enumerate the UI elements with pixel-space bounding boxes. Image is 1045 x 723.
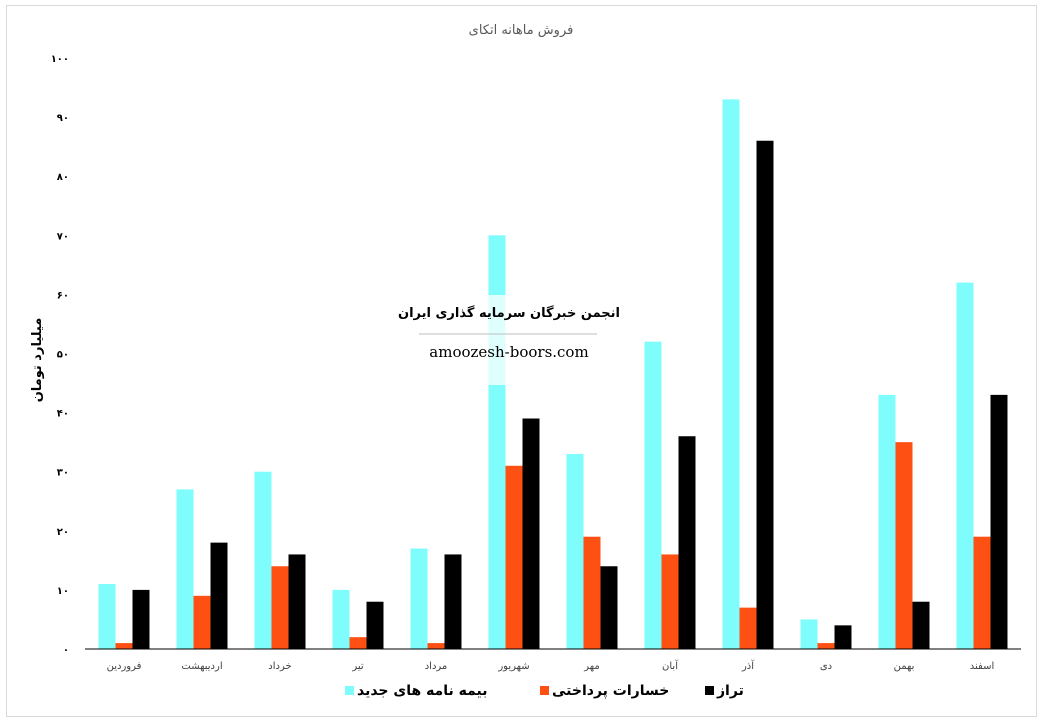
legend-label: خسارات پرداختی (552, 683, 669, 699)
x-category-label: آذر (741, 659, 755, 672)
y-tick-label: ۹۰ (57, 113, 69, 124)
watermark-background (402, 295, 616, 385)
bar (254, 471, 272, 649)
x-axis-categories: فروردین اردیبهشت خرداد تیر مرداد شهریور مهر آبا… (107, 659, 995, 672)
y-tick-label: ۶۰ (57, 290, 69, 301)
x-category-label: فروردین (107, 661, 142, 672)
bar (505, 465, 523, 649)
bar (210, 542, 228, 649)
y-tick-label: ۳۰ (57, 468, 69, 479)
bar (722, 99, 740, 650)
bar (332, 589, 350, 649)
bar (834, 625, 852, 649)
bar (410, 548, 428, 649)
legend: بیمه نامه های جدید خسارات پرداختی تراز (345, 683, 744, 699)
bar (366, 601, 384, 649)
y-tick-label: ۰ (63, 645, 69, 656)
bar (878, 394, 896, 649)
x-category-label: خرداد (268, 661, 291, 672)
bar (756, 140, 774, 650)
y-tick-label: ۲۰ (57, 527, 69, 538)
legend-marker (345, 686, 354, 695)
bar (990, 394, 1008, 649)
watermark-title: انجمن خبرگان سرمایه گذاری ایران (398, 305, 620, 321)
legend-marker (540, 686, 549, 695)
bar (176, 489, 194, 649)
x-category-label: اسفند (970, 661, 994, 672)
x-category-label: تیر (351, 661, 364, 672)
bar (288, 554, 306, 649)
bar (427, 643, 445, 649)
bar (739, 607, 757, 649)
bar (678, 436, 696, 649)
bar (817, 643, 835, 649)
y-tick-label: ۱۰۰ (51, 54, 69, 65)
bar (583, 536, 601, 649)
bar (661, 554, 679, 649)
bar (912, 601, 930, 649)
bar (522, 418, 540, 649)
y-axis-label: میلیارد تومان (30, 318, 45, 403)
bar (271, 566, 289, 649)
y-tick-label: ۱۰ (57, 586, 69, 597)
x-category-label: دی (820, 661, 832, 672)
x-category-label: مرداد (425, 661, 448, 672)
bar (956, 282, 974, 649)
bar (98, 583, 116, 649)
bar (193, 595, 211, 649)
y-tick-label: ۷۰ (57, 231, 69, 242)
bar (895, 442, 913, 649)
bar (349, 637, 367, 649)
bar (566, 453, 584, 649)
x-category-label: شهریور (497, 661, 529, 672)
y-axis-ticks: ۰ ۱۰ ۲۰ ۳۰ ۴۰ ۵۰ ۶۰ ۷۰ ۸۰ ۹۰ ۱۰۰ (51, 54, 69, 656)
x-category-label: آبان (662, 659, 679, 672)
bar (132, 589, 150, 649)
chart-frame: فروش ماهانه اتکای میلیارد تومان ۰ ۱۰ ۲۰ ۳۰ ۴… (6, 5, 1037, 717)
legend-marker (705, 686, 714, 695)
legend-label: تراز (716, 683, 744, 699)
bar (444, 554, 462, 649)
legend-label: بیمه نامه های جدید (357, 683, 487, 699)
y-tick-label: ۴۰ (57, 409, 69, 420)
x-category-label: اردیبهشت (181, 661, 222, 672)
bar (973, 536, 991, 649)
bar-chart: فروش ماهانه اتکای میلیارد تومان ۰ ۱۰ ۲۰ ۳۰ ۴… (30, 23, 1021, 699)
bar (800, 619, 818, 649)
x-category-label: بهمن (894, 661, 915, 672)
chart-title: فروش ماهانه اتکای (469, 23, 574, 38)
x-category-label: مهر (583, 661, 599, 672)
watermark-url: amoozesh-boors.com (429, 343, 588, 361)
y-tick-label: ۸۰ (57, 172, 69, 183)
bar (600, 566, 618, 649)
watermark: انجمن خبرگان سرمایه گذاری ایران amoozesh… (398, 295, 620, 385)
y-tick-label: ۵۰ (57, 350, 69, 361)
bar (115, 643, 133, 649)
bar (644, 341, 662, 649)
